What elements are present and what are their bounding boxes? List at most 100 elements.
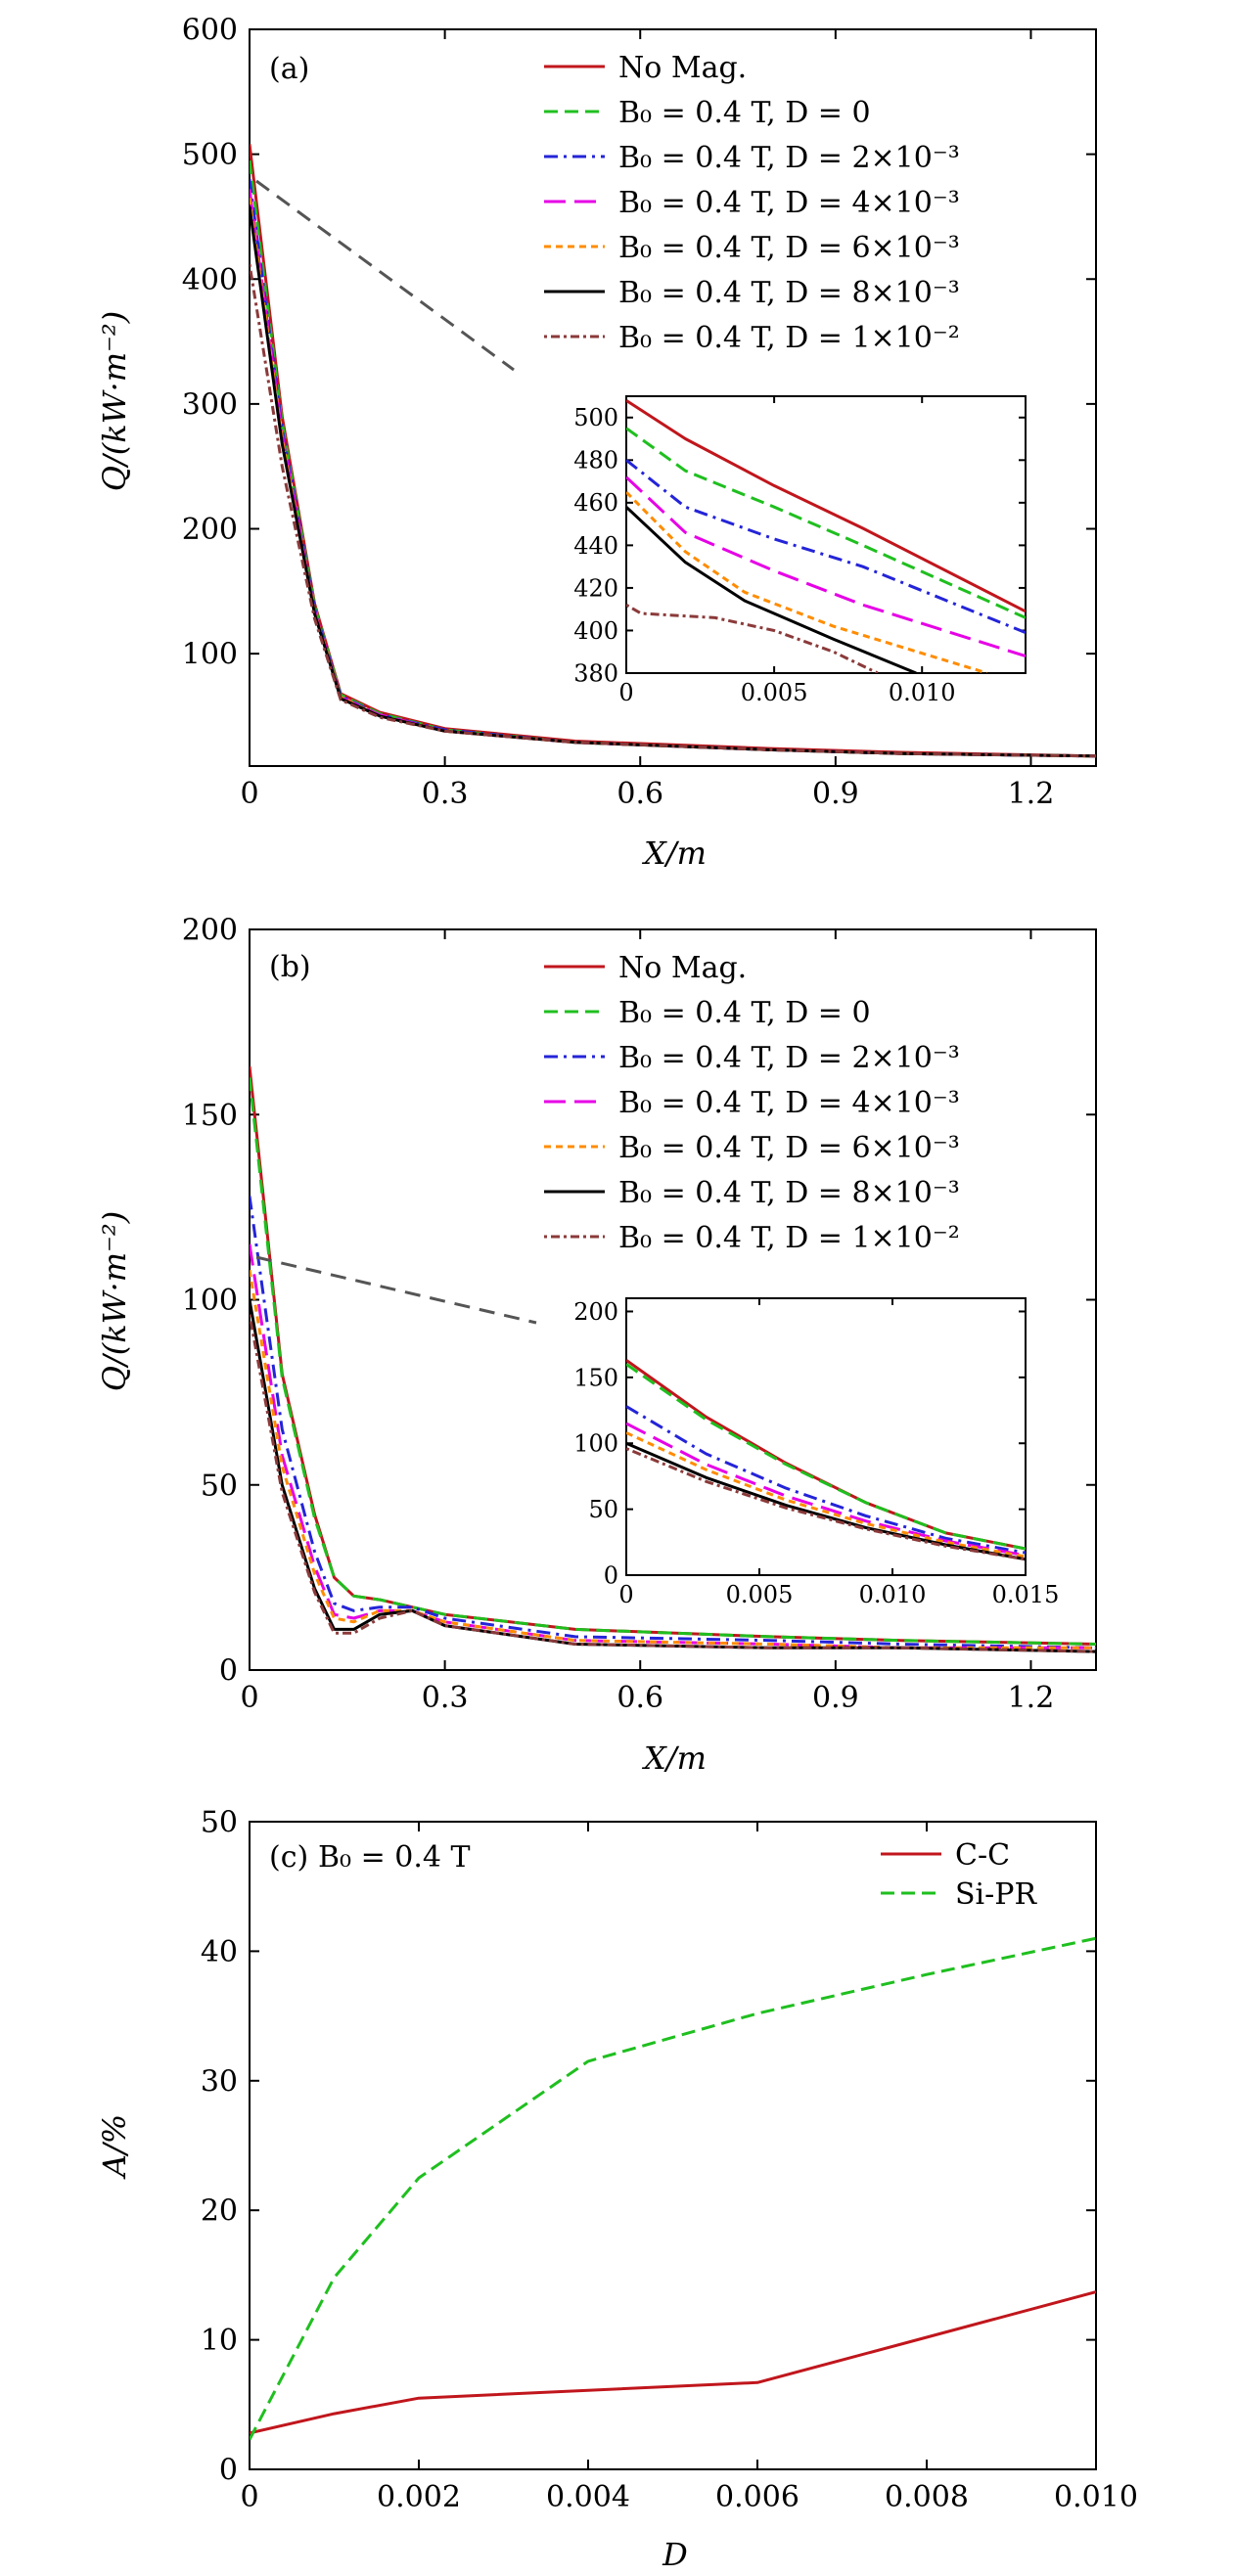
b-x-tick-label: 0.9: [812, 1681, 859, 1715]
c-x-tick-label: 0: [240, 2480, 258, 2514]
b-series-line-6: [250, 1314, 1096, 1653]
b-x-tick-label: 0.3: [422, 1681, 469, 1715]
c-x-tick-label: 0.010: [1054, 2480, 1138, 2514]
a-inset-y-tick-label: 460: [573, 489, 618, 517]
c-y-tick-label: 20: [201, 2194, 238, 2229]
a-y-tick-label: 500: [182, 138, 238, 172]
a-series-line-6: [250, 263, 1096, 758]
b-inset-y-tick-label: 200: [573, 1298, 618, 1326]
inset-connector: [255, 1255, 537, 1325]
a-inset-y-tick-label: 400: [573, 617, 618, 645]
c-x-tick-label: 0.008: [885, 2480, 969, 2514]
b-y-tick-label: 200: [182, 914, 238, 948]
b-inset-x-tick-label: 0: [618, 1581, 633, 1608]
a-y-tick-label: 400: [182, 263, 238, 297]
legend-label: B₀ = 0.4 T, D = 8×10⁻³: [618, 1176, 960, 1210]
b-series-line-4: [250, 1269, 1096, 1650]
c-y-tick-label: 50: [201, 1806, 238, 1840]
c-y-tick-label: 0: [219, 2454, 238, 2488]
a-inset-series-line-1: [626, 427, 1026, 619]
legend-label: B₀ = 0.4 T, D = 6×10⁻³: [618, 231, 960, 265]
legend-label: No Mag.: [618, 51, 747, 85]
a-y-tick-label: 600: [182, 14, 238, 48]
b-inset-y-tick-label: 0: [604, 1561, 618, 1589]
b-x-tick-label: 0: [240, 1681, 258, 1715]
c-x-tick-label: 0.002: [377, 2480, 461, 2514]
a-inset-series-line-0: [626, 399, 1026, 613]
y-axis-label: Q/(kW·m⁻²): [96, 311, 133, 492]
b-inset-series-line-3: [626, 1422, 1026, 1558]
c-y-tick-label: 40: [201, 1935, 238, 1969]
panel-b: 0 0.3 0.6 0.9 1.2 0 50 100 150 200 (b) No Mag. B₀ = …: [96, 914, 1097, 1777]
legend-label: B₀ = 0.4 T, D = 4×10⁻³: [618, 1086, 960, 1120]
a-y-tick-label: 300: [182, 387, 238, 422]
panel-a: 0 0.3 0.6 0.9 1.2 100 200 300 400 500 600 (a) No Mag…: [96, 14, 1097, 872]
b-x-tick-label: 1.2: [1008, 1681, 1055, 1715]
b-inset-y-tick-label: 100: [573, 1430, 618, 1458]
a-inset-y-tick-label: 480: [573, 447, 618, 475]
a-y-tick-label: 100: [182, 638, 238, 672]
legend-label: B₀ = 0.4 T, D = 0: [618, 96, 871, 130]
legend-label: B₀ = 0.4 T, D = 4×10⁻³: [618, 186, 960, 220]
c-series-line-0: [250, 2290, 1096, 2435]
a-inset-y-tick-label: 380: [573, 659, 618, 687]
legend-label: No Mag.: [618, 951, 747, 985]
a-x-tick-label: 1.2: [1008, 777, 1055, 811]
a-inset-x-tick-label: 0: [618, 679, 633, 706]
b-inset-series-line-6: [626, 1447, 1026, 1561]
legend-label: B₀ = 0.4 T, D = 1×10⁻²: [618, 321, 960, 355]
b-inset-series-line-1: [626, 1363, 1026, 1551]
panel-annotation: B₀ = 0.4 T: [318, 1840, 471, 1875]
b-inset-y-tick-label: 50: [588, 1496, 618, 1523]
b-series-line-2: [250, 1196, 1096, 1650]
b-y-tick-label: 0: [219, 1654, 238, 1689]
b-y-tick-label: 150: [182, 1099, 238, 1133]
panel-c: 0 0.002 0.004 0.006 0.008 0.010 0 10 20 30 40 50 (c)…: [96, 1806, 1138, 2574]
a-inset-x-tick-label: 0.005: [741, 679, 808, 706]
b-inset-y-tick-label: 150: [573, 1364, 618, 1391]
a-x-tick-label: 0.3: [422, 777, 469, 811]
a-inset-series-line-6: [626, 604, 879, 673]
legend-label: B₀ = 0.4 T, D = 2×10⁻³: [618, 141, 960, 175]
c-frame: [249, 1821, 1097, 2470]
x-axis-label: X/m: [641, 1740, 707, 1777]
a-inset-series-line-2: [626, 459, 1026, 634]
b-y-tick-label: 50: [201, 1469, 238, 1503]
x-axis-label: X/m: [641, 835, 707, 872]
a-x-tick-label: 0.9: [812, 777, 859, 811]
a-inset-x-tick-label: 0.010: [889, 679, 956, 706]
c-y-tick-label: 30: [201, 2064, 238, 2099]
y-axis-label: A/%: [96, 2114, 133, 2180]
panel-label: (a): [269, 52, 309, 86]
b-inset-x-tick-label: 0.005: [726, 1581, 794, 1608]
a-y-tick-label: 200: [182, 513, 238, 547]
legend-label: B₀ = 0.4 T, D = 0: [618, 996, 871, 1030]
x-axis-label: D: [662, 2536, 688, 2573]
a-inset-y-tick-label: 500: [573, 404, 618, 431]
inset-connector: [255, 179, 515, 372]
a-inset-y-tick-label: 440: [573, 532, 618, 560]
b-inset-series-line-4: [626, 1431, 1026, 1559]
b-series-line-1: [250, 1077, 1096, 1646]
y-axis-label: Q/(kW·m⁻²): [96, 1211, 133, 1392]
c-x-tick-label: 0.006: [715, 2480, 799, 2514]
b-inset-series-line-2: [626, 1405, 1026, 1555]
c-x-tick-label: 0.004: [546, 2480, 630, 2514]
c-y-tick-label: 10: [201, 2324, 238, 2358]
b-inset-x-tick-label: 0.010: [859, 1581, 927, 1608]
legend-label: B₀ = 0.4 T, D = 1×10⁻²: [618, 1221, 960, 1255]
panel-label: (b): [269, 950, 311, 984]
a-x-tick-label: 0: [240, 777, 258, 811]
legend-label: Si-PR: [955, 1877, 1037, 1912]
b-inset-x-tick-label: 0.015: [992, 1581, 1060, 1608]
legend-label: B₀ = 0.4 T, D = 8×10⁻³: [618, 276, 960, 310]
b-x-tick-label: 0.6: [616, 1681, 663, 1715]
b-inset-frame: [625, 1297, 1027, 1576]
a-x-tick-label: 0.6: [616, 777, 663, 811]
a-inset-series-line-4: [626, 490, 988, 673]
b-y-tick-label: 100: [182, 1284, 238, 1318]
legend-label: B₀ = 0.4 T, D = 6×10⁻³: [618, 1131, 960, 1165]
legend-label: B₀ = 0.4 T, D = 2×10⁻³: [618, 1041, 960, 1075]
a-inset-series-line-5: [626, 506, 917, 673]
